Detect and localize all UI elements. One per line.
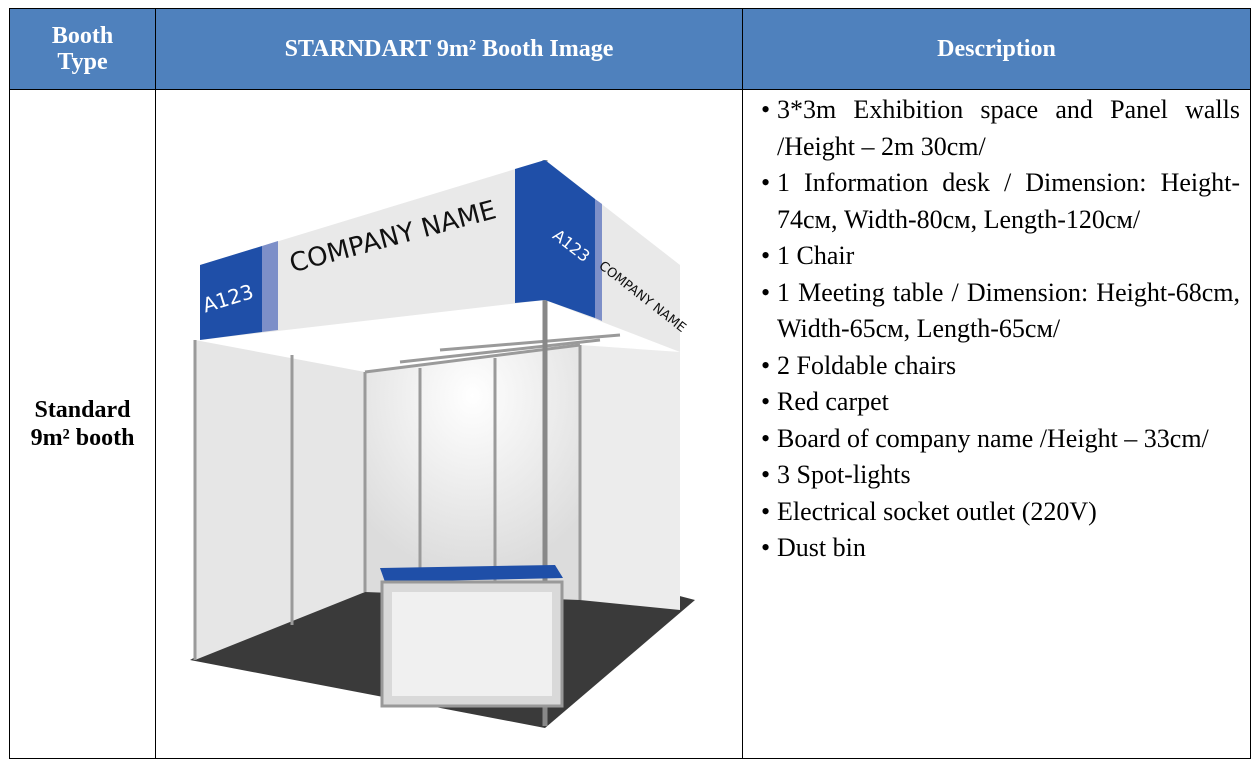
header-row: Booth Type STARNDART 9m² Booth Image Des… (9, 8, 1251, 90)
description-item: 3*3m Exhibition space and Panel walls /H… (755, 92, 1240, 165)
right-wall (580, 345, 680, 610)
fascia-stripe (262, 241, 278, 332)
fascia-blue (515, 160, 545, 303)
header-cell: Description (742, 8, 1251, 90)
desk-top (380, 565, 563, 582)
description-item: Red carpet (755, 384, 1240, 421)
desk-panel (392, 592, 552, 696)
description-item: 1 Information desk / Dimension: Height-7… (755, 165, 1240, 238)
description-list: 3*3m Exhibition space and Panel walls /H… (755, 92, 1240, 567)
back-wall (365, 345, 580, 600)
fascia-blue (545, 160, 595, 318)
front-fascia (200, 160, 545, 340)
booth-table: Booth Type STARNDART 9m² Booth Image Des… (9, 8, 1251, 759)
header-cell: Booth Type (9, 8, 156, 90)
booth-image: A123 COMPANY NAME A123 COMPANY NAME (190, 160, 695, 728)
description-item: Electrical socket outlet (220V) (755, 494, 1240, 531)
description-item: Dust bin (755, 530, 1240, 567)
description-item: 1 Meeting table / Dimension: Height-68cm… (755, 275, 1240, 348)
fascia-blue (200, 246, 262, 340)
description-item: 1 Chair (755, 238, 1240, 275)
image-cell: A123 COMPANY NAME A123 COMPANY NAME (155, 89, 743, 759)
description-item: Board of company name /Height – 33cm/ (755, 421, 1240, 458)
header-cell: STARNDART 9m² Booth Image (155, 8, 743, 90)
left-wall (195, 340, 365, 660)
booth-type: Standard 9m² booth (9, 89, 156, 759)
description-cell: 3*3m Exhibition space and Panel walls /H… (742, 89, 1251, 759)
fascia-stripe (595, 199, 602, 321)
description-item: 2 Foldable chairs (755, 348, 1240, 385)
body-row: Standard 9m² booth (9, 89, 1251, 759)
description-item: 3 Spot-lights (755, 457, 1240, 494)
